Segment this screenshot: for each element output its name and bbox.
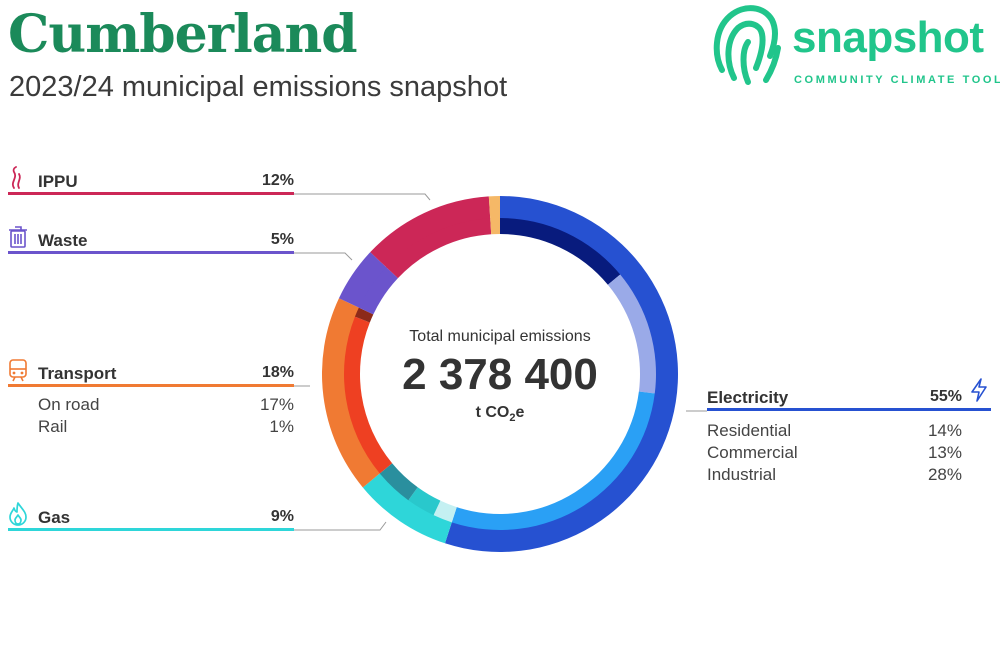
logo-wordmark: snapshot [792, 13, 984, 62]
gas-label: Gas [38, 508, 71, 527]
inner-slice-commercial [607, 274, 656, 394]
commercial-label: Commercial [707, 443, 798, 462]
inner-slice-gas-subsector-3 [379, 463, 418, 501]
gas-percent: 9% [270, 508, 294, 525]
outer-slice-remainder [488, 196, 500, 220]
page-subtitle: 2023/24 municipal emissions snapshot [9, 71, 508, 103]
commercial-percent: 13% [927, 443, 962, 462]
electricity-sub-industrial: Industrial 28% [707, 462, 962, 484]
electricity-sub-residential: Residential 14% [707, 418, 962, 440]
flame-icon [9, 502, 27, 526]
legend-gas: Gas 9% [8, 502, 294, 531]
transport-percent: 18% [261, 364, 294, 381]
rail-percent: 1% [269, 417, 294, 436]
rail-label: Rail [38, 417, 68, 436]
snapshot-logo: snapshot COMMUNITY CLIMATE TOOL [712, 0, 1000, 92]
transport-sub-on-road: On road 17% [8, 392, 294, 414]
inner-slice-gas-subsector-1 [433, 500, 457, 523]
legend-ippu: IPPU 12% [8, 166, 294, 195]
logo-tagline: COMMUNITY CLIMATE TOOL [794, 74, 1000, 86]
connector-waste [294, 252, 353, 261]
fingerprint-icon [713, 5, 781, 85]
electricity-underline [707, 408, 991, 411]
legend-transport: Transport 18% On road 17% Rail 1% [8, 359, 294, 436]
transport-sub-rail: Rail 1% [8, 414, 294, 436]
transport-underline [8, 384, 294, 387]
lightning-icon [971, 378, 987, 402]
smoke-icon [11, 166, 21, 189]
inner-slice-residential [500, 218, 621, 285]
industrial-label: Industrial [707, 465, 776, 484]
connector-ippu [294, 193, 431, 201]
outer-slice-waste [338, 252, 388, 309]
outer-slice-gas [362, 472, 453, 544]
outer-slice-transport [322, 298, 381, 488]
ippu-underline [8, 192, 294, 195]
total-emissions-label: Total municipal emissions [409, 328, 591, 345]
residential-percent: 14% [927, 421, 962, 440]
total-emissions-unit: t CO2e [475, 404, 525, 425]
on-road-percent: 17% [259, 395, 294, 414]
waste-percent: 5% [270, 231, 294, 248]
gas-underline [8, 528, 294, 531]
legend-waste: Waste 5% [8, 226, 294, 254]
industrial-percent: 28% [927, 465, 962, 484]
inner-slice-industrial [451, 391, 655, 530]
bin-icon [9, 226, 27, 248]
waste-label: Waste [38, 231, 88, 250]
ippu-label: IPPU [38, 172, 78, 191]
page-title: Cumberland [8, 4, 358, 65]
ippu-percent: 12% [261, 172, 294, 189]
outer-slice-ippu [370, 196, 491, 268]
train-icon [9, 359, 27, 382]
electricity-percent: 55% [929, 388, 962, 405]
connector-gas [294, 521, 387, 531]
total-emissions-value: 2 378 400 [402, 350, 598, 399]
inner-slice-rail [354, 307, 374, 323]
residential-label: Residential [707, 421, 792, 440]
waste-underline [8, 251, 294, 254]
on-road-label: On road [38, 395, 100, 414]
electricity-sub-commercial: Commercial 13% [707, 440, 962, 462]
inner-slice-ippu [386, 218, 492, 279]
inner-slice-on-road [343, 316, 393, 474]
inner-slice-waste [358, 267, 398, 315]
transport-label: Transport [38, 364, 117, 383]
legend-electricity: Electricity 55% Residential 14% Commerci… [707, 378, 991, 484]
electricity-label: Electricity [707, 388, 789, 407]
inner-slice-gas-subsector-2 [408, 487, 441, 516]
inner-slice-remainder [490, 218, 500, 235]
